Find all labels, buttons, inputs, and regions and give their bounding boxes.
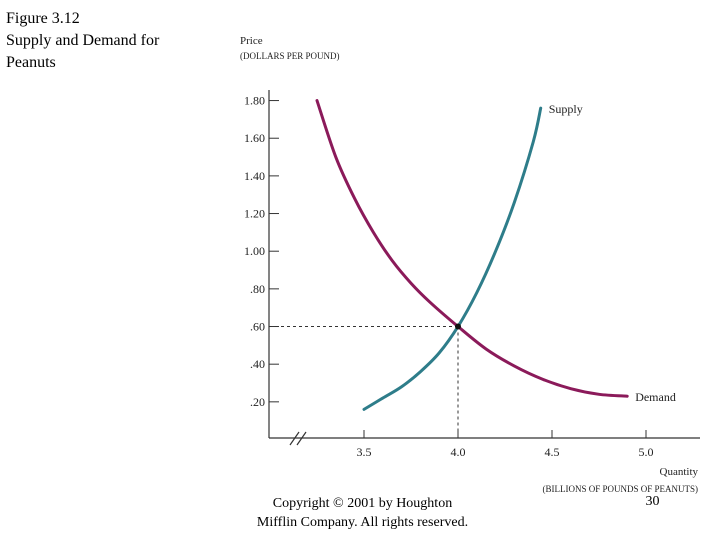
page-number: 30 (645, 494, 660, 509)
x-tick-label: 4.0 (451, 445, 466, 459)
y-tick-label: 1.20 (244, 207, 265, 221)
demand-label: Demand (635, 390, 676, 404)
y-tick-label: .20 (250, 395, 265, 409)
x-axis-title: Quantity (660, 466, 699, 478)
y-tick-label: 1.40 (244, 169, 265, 183)
y-tick-label: 1.00 (244, 244, 265, 258)
y-tick-label: .40 (250, 357, 265, 371)
demand-curve (315, 99, 629, 398)
y-tick-label: 1.80 (244, 94, 265, 108)
figure-title-line: Peanuts (6, 54, 56, 71)
x-axis-units: (BILLIONS OF POUNDS OF PEANUTS) (542, 484, 698, 494)
copyright-line: Copyright © 2001 by Houghton (272, 496, 453, 511)
y-tick-label: .80 (250, 282, 265, 296)
x-tick-label: 4.5 (545, 445, 560, 459)
copyright-notice: Copyright © 2001 by Houghton Mifflin Com… (255, 494, 470, 532)
axis-break-mark (289, 431, 300, 446)
figure-title-line: Supply and Demand for (6, 32, 160, 49)
copyright-line: Mifflin Company. All rights reserved. (256, 515, 469, 530)
figure-number: Figure 3.12 (6, 10, 80, 27)
y-axis-title: Price (240, 35, 263, 47)
equilibrium-point (455, 323, 461, 330)
y-tick-label: .60 (250, 320, 265, 334)
x-tick-label: 5.0 (639, 445, 654, 459)
x-tick-label: 3.5 (357, 445, 372, 459)
y-axis-units: (DOLLARS PER POUND) (240, 51, 340, 61)
y-tick-label: 1.60 (244, 131, 265, 145)
supply-label: Supply (549, 102, 583, 116)
axis-break-mark (296, 431, 307, 446)
figure-caption: Figure 3.12 Supply and Demand for Peanut… (6, 8, 206, 74)
